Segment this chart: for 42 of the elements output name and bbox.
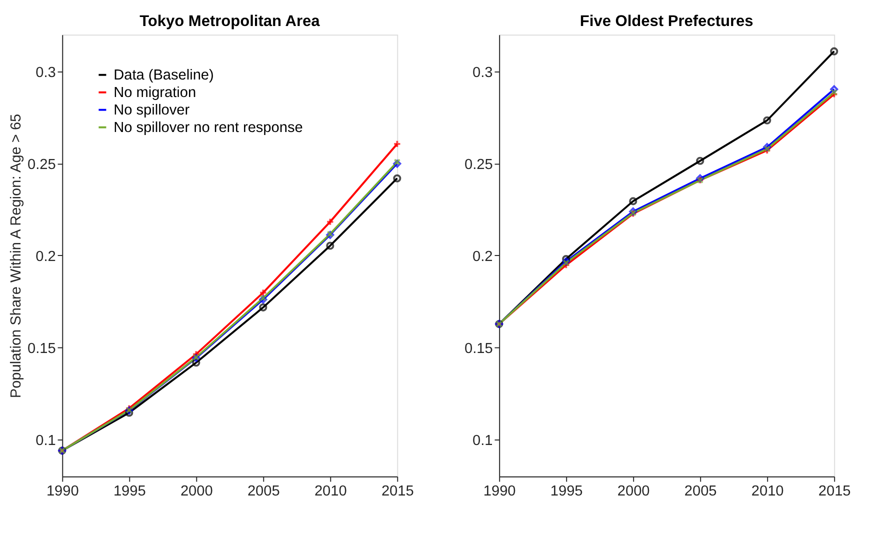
y-tick-label: 0.15 (28, 340, 56, 357)
x-tick-label: 2010 (314, 483, 347, 500)
x-tick-label: 1995 (113, 483, 146, 500)
x-tick-label: 2010 (751, 483, 784, 500)
point (260, 294, 267, 302)
y-axis-title: Population Share Within A Region: Age > 65 (8, 114, 25, 398)
legend-label: Data (Baseline) (114, 68, 214, 84)
y-tick-label: 0.1 (472, 432, 493, 449)
point (629, 207, 638, 216)
point (259, 288, 268, 297)
y-tick-label: 0.15 (464, 340, 493, 357)
legend-label: No spillover no rent response (114, 120, 303, 136)
point (763, 116, 772, 124)
point (259, 303, 268, 312)
y-tick-label: 0.3 (472, 64, 493, 81)
x-tick-label: 2015 (818, 483, 851, 500)
chart-title: Tokyo Metropolitan Area (140, 12, 320, 30)
point (696, 156, 704, 165)
y-tick-label: 0.2 (472, 248, 493, 265)
point (259, 295, 268, 304)
x-tick-label: 2000 (180, 483, 213, 500)
y-tick-label: 0.25 (28, 156, 56, 173)
chart-title: Five Oldest Prefectures (580, 12, 754, 30)
point (562, 254, 570, 264)
point (326, 218, 334, 226)
legend-label: No spillover (114, 102, 190, 119)
point (326, 242, 334, 250)
y-tick-label: 0.3 (36, 64, 56, 81)
point (562, 259, 570, 266)
legend-label: No migration (114, 85, 196, 102)
x-tick-label: 2005 (247, 483, 280, 500)
point (192, 358, 200, 367)
x-tick-label: 2015 (381, 483, 414, 500)
x-tick-label: 2000 (617, 483, 650, 500)
y-tick-label: 0.25 (464, 156, 493, 173)
x-tick-label: 1995 (550, 483, 583, 500)
x-tick-label: 1990 (483, 483, 516, 500)
x-tick-label: 1990 (46, 483, 79, 500)
y-tick-label: 0.2 (36, 248, 56, 265)
point (629, 197, 638, 206)
x-tick-label: 2005 (684, 483, 717, 500)
y-tick-label: 0.1 (36, 432, 56, 449)
